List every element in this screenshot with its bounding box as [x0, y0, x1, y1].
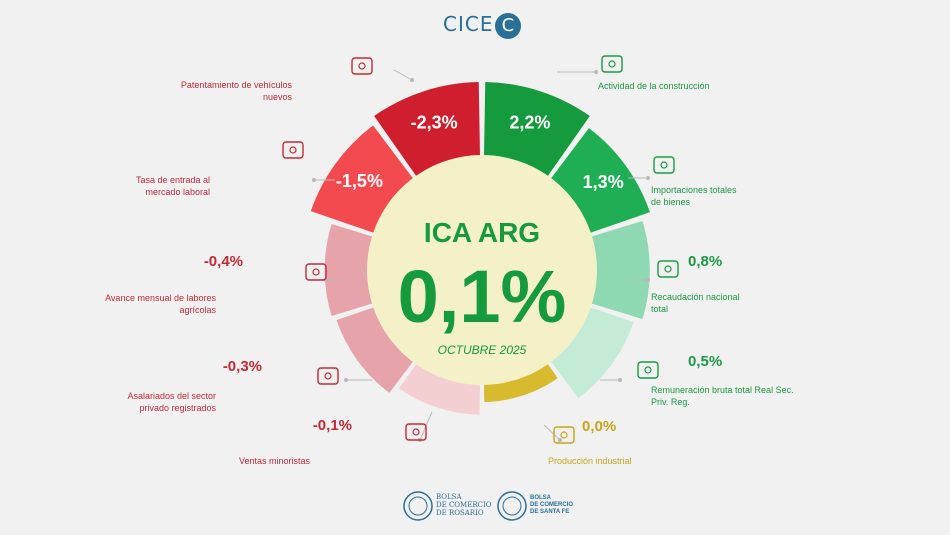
category-label-4: Remuneración bruta total Real Sec. Priv.…: [651, 385, 794, 407]
leader-line-10: [393, 69, 413, 81]
category-label-8: Avance mensual de labores agrícolas: [105, 293, 216, 315]
bar-value-4: 0,5%: [688, 353, 723, 370]
category-label-10: Patentamiento de vehículos nuevos: [180, 80, 292, 102]
bcr-line2: DE COMERCIO: [436, 501, 492, 509]
leader-dot-10: [410, 78, 414, 82]
bar-8: [324, 224, 377, 316]
bar-5: [483, 360, 558, 402]
bar-value-1: 2,2%: [509, 113, 550, 133]
category-label-7: Asalariados del sector privado registrad…: [127, 391, 216, 413]
chart-subtitle: OCTUBRE 2025: [438, 343, 527, 357]
workers-icon: [317, 367, 339, 385]
bar-4: [548, 305, 634, 399]
people-network-icon: [282, 141, 304, 159]
center-value: 0,1%: [398, 255, 567, 338]
category-label-9: Tasa de entrada al mercado laboral: [135, 175, 210, 197]
bar-7: [336, 305, 416, 393]
category-icons: [282, 55, 679, 444]
bcr-line3: DE ROSARIO: [436, 509, 484, 517]
leader-lines: [312, 69, 650, 442]
cicec-logo: CICE C: [443, 12, 522, 39]
category-label-1: Actividad de la construcción: [598, 81, 710, 91]
logo-circle-letter: C: [495, 13, 522, 39]
car-icon: [351, 57, 373, 75]
center-circle: [367, 155, 597, 385]
bar-value-9: -1,5%: [336, 171, 383, 191]
bcr-seal: [403, 491, 433, 521]
gears-helmet-icon: [553, 426, 575, 444]
category-label-2: Importaciones totales de bienes: [651, 185, 737, 207]
leader-line-5: [543, 424, 561, 441]
bar-value-8: -0,4%: [203, 253, 243, 270]
cash-register-icon: [657, 260, 679, 278]
bcsf-name: BOLSA DE COMERCIO DE SANTA FE: [530, 495, 573, 516]
logo-text: CICE: [443, 12, 494, 36]
category-label-6: Ventas minoristas: [238, 456, 310, 466]
leader-dot-4: [618, 378, 622, 382]
bar-10: [374, 82, 481, 180]
globe-trade-icon: [653, 156, 675, 174]
bcr-line1: BOLSA: [436, 493, 462, 501]
bcr-name: BOLSA DE COMERCIO DE ROSARIO: [436, 493, 491, 517]
bcsf-line1: BOLSA: [530, 495, 551, 501]
farm-field-icon: [305, 263, 327, 281]
bar-3: [587, 220, 650, 320]
category-label-5: Producción industrial: [548, 456, 632, 466]
bar-value-5: 0,0%: [582, 418, 617, 435]
leader-dot-9: [312, 178, 316, 182]
bar-1: [483, 82, 590, 180]
bar-value-labels: 2,2% 1,3% -1,5% -2,3%: [336, 113, 624, 192]
bar-value-10: -2,3%: [411, 113, 458, 133]
leader-dot-1: [594, 70, 598, 74]
leader-dot-2: [646, 176, 650, 180]
bar-value-3: 0,8%: [688, 253, 723, 270]
bcsf-line2: DE COMERCIO: [530, 502, 574, 508]
bar-value-2: 1,3%: [583, 172, 624, 192]
leader-dot-5: [558, 438, 562, 442]
shopping-hand-icon: [405, 423, 427, 441]
leader-dot-7: [344, 378, 348, 382]
chart-title: ICA ARG: [424, 217, 540, 248]
salary-chart-icon: [637, 361, 659, 379]
construction-bricks-icon: [601, 55, 623, 73]
bar-value-7: -0,3%: [222, 358, 262, 375]
leader-dot-3: [646, 278, 650, 282]
category-label-3: Recaudación nacional total: [651, 292, 740, 314]
bcsf-line3: DE SANTA FE: [530, 509, 570, 515]
bcsf-seal: [497, 491, 527, 521]
radial-bars: [310, 82, 650, 415]
bar-6: [399, 360, 481, 415]
bar-value-6: -0,1%: [312, 417, 352, 434]
